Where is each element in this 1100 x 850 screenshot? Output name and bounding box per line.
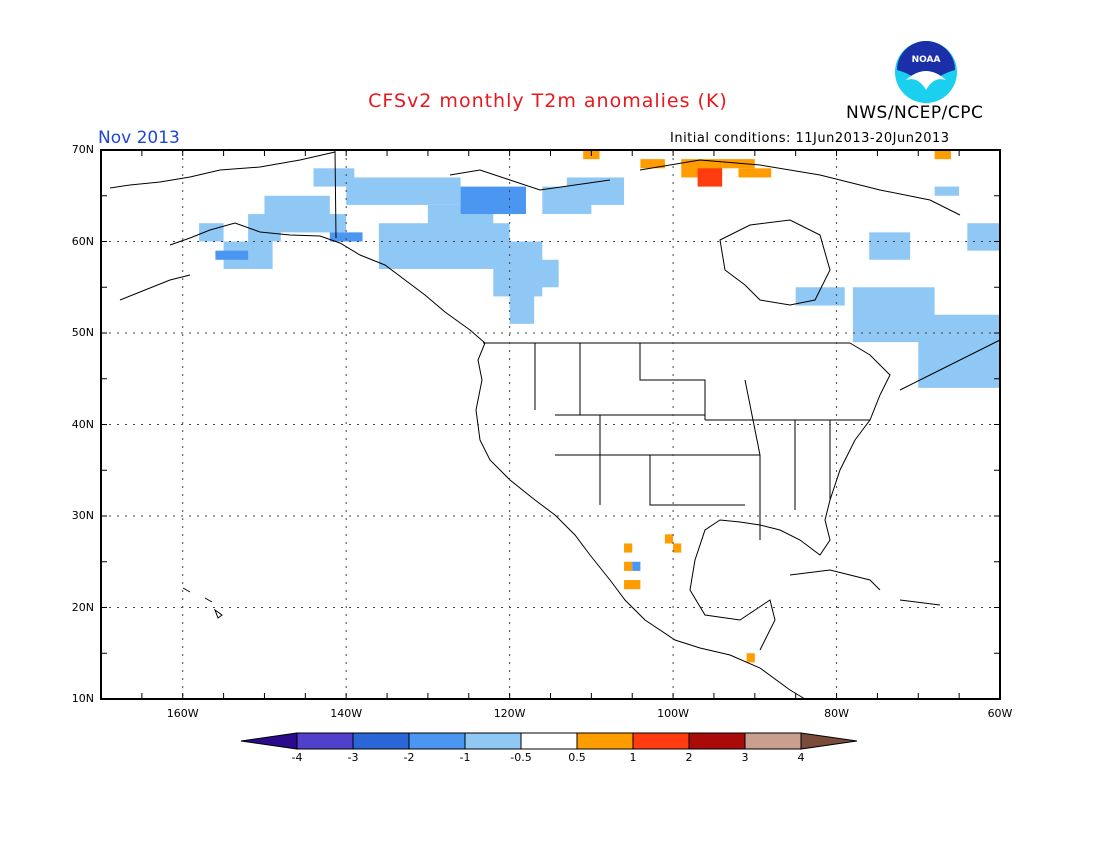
anomaly-cell <box>640 159 665 169</box>
axis-ticks <box>100 149 1001 700</box>
latitude-label: 20N <box>71 600 94 614</box>
longitude-label: 160W <box>166 707 199 720</box>
colorbar-swatch <box>744 732 802 750</box>
anomaly-cell <box>746 653 755 663</box>
longitude-label: 120W <box>493 707 526 720</box>
boundary-line <box>109 151 336 189</box>
latitude-label: 40N <box>71 417 94 431</box>
anomaly-cell <box>632 561 641 571</box>
anomaly-cell <box>673 543 682 553</box>
colorbar-tick-label: 2 <box>685 751 693 764</box>
boundary-line <box>899 339 1001 391</box>
anomaly-cell <box>869 232 911 260</box>
latitude-label: 50N <box>71 326 94 339</box>
anomaly-cell <box>460 186 526 215</box>
anomaly-cell <box>664 534 674 544</box>
anomaly-cell <box>199 223 224 242</box>
anomaly-cell <box>624 543 633 553</box>
anomaly-cell <box>313 168 355 187</box>
colorbar-tick-label: -1 <box>459 751 471 764</box>
anomaly-cell <box>566 177 625 205</box>
latitude-label: 10N <box>71 692 94 705</box>
boundary-line <box>334 149 337 239</box>
anomaly-cell <box>738 168 772 178</box>
boundary-line <box>689 342 891 651</box>
anomaly-cell <box>624 580 641 590</box>
colorbar-swatch <box>632 732 690 750</box>
longitude-label: 140W <box>330 707 363 720</box>
colorbar-swatch <box>520 732 578 750</box>
colorbar-tick-label: 0.5 <box>568 751 586 764</box>
colorbar-tick-label: -2 <box>403 751 415 764</box>
initial-conditions: Initial conditions: 11Jun2013-20Jun2013 <box>670 131 950 146</box>
map-title: CFSv2 monthly T2m anomalies (K) <box>368 90 728 112</box>
coastlines-and-borders <box>109 149 1001 700</box>
boundary-line <box>449 169 611 191</box>
anomaly-cell <box>525 259 559 288</box>
colorbar-tick-label: -4 <box>291 751 303 764</box>
colorbar-swatch <box>352 732 410 750</box>
longitude-label: 60W <box>987 707 1013 720</box>
anomaly-cell <box>509 287 535 324</box>
anomaly-cell <box>346 177 461 205</box>
boundary-line <box>169 222 806 700</box>
colorbar-swatch <box>688 732 746 750</box>
colorbar-low-arrow <box>240 732 298 750</box>
latitude-label: 60N <box>71 234 94 248</box>
boundary-line <box>899 599 941 606</box>
colorbar-swatch <box>464 732 522 750</box>
colorbar-tick-label: 3 <box>741 751 749 764</box>
anomaly-cell <box>918 314 1000 388</box>
colorbar-swatch <box>576 732 634 750</box>
boundary-line <box>789 569 881 591</box>
colorbar-swatch <box>296 732 354 750</box>
boundary-line <box>534 343 870 540</box>
anomaly-cells <box>199 150 1000 663</box>
colorbar <box>240 732 858 750</box>
latitude-label: 70N <box>71 143 94 156</box>
boundary-line <box>182 587 223 619</box>
svg-text:NOAA: NOAA <box>912 55 941 65</box>
colorbar-tick-label: -3 <box>347 751 359 764</box>
anomaly-cell <box>624 561 633 571</box>
colorbar-tick-label: -0.5 <box>510 751 532 764</box>
agency-label: NWS/NCEP/CPC <box>846 103 984 123</box>
latitude-label: 30N <box>71 509 94 522</box>
colorbar-swatch <box>408 732 466 750</box>
colorbar-tick-label: 4 <box>797 751 805 764</box>
anomaly-cell <box>934 186 960 196</box>
anomaly-cell <box>215 250 249 260</box>
anomaly-cell <box>697 168 723 187</box>
colorbar-tick-label: 1 <box>629 751 637 764</box>
boundary-line <box>719 219 831 306</box>
longitude-label: 100W <box>657 707 690 720</box>
anomaly-cell <box>934 150 951 160</box>
anomaly-cell <box>297 214 347 233</box>
boundary-line <box>639 159 961 216</box>
noaa-logo: NOAA <box>895 41 957 103</box>
colorbar-high-arrow <box>800 732 858 750</box>
anomaly-cell <box>722 159 755 169</box>
forecast-month: Nov 2013 <box>98 128 180 148</box>
anomaly-cell <box>329 232 363 242</box>
longitude-label: 80W <box>824 707 849 720</box>
graticule <box>101 150 1000 699</box>
boundary-line <box>119 274 191 301</box>
anomaly-cell <box>967 223 1000 251</box>
